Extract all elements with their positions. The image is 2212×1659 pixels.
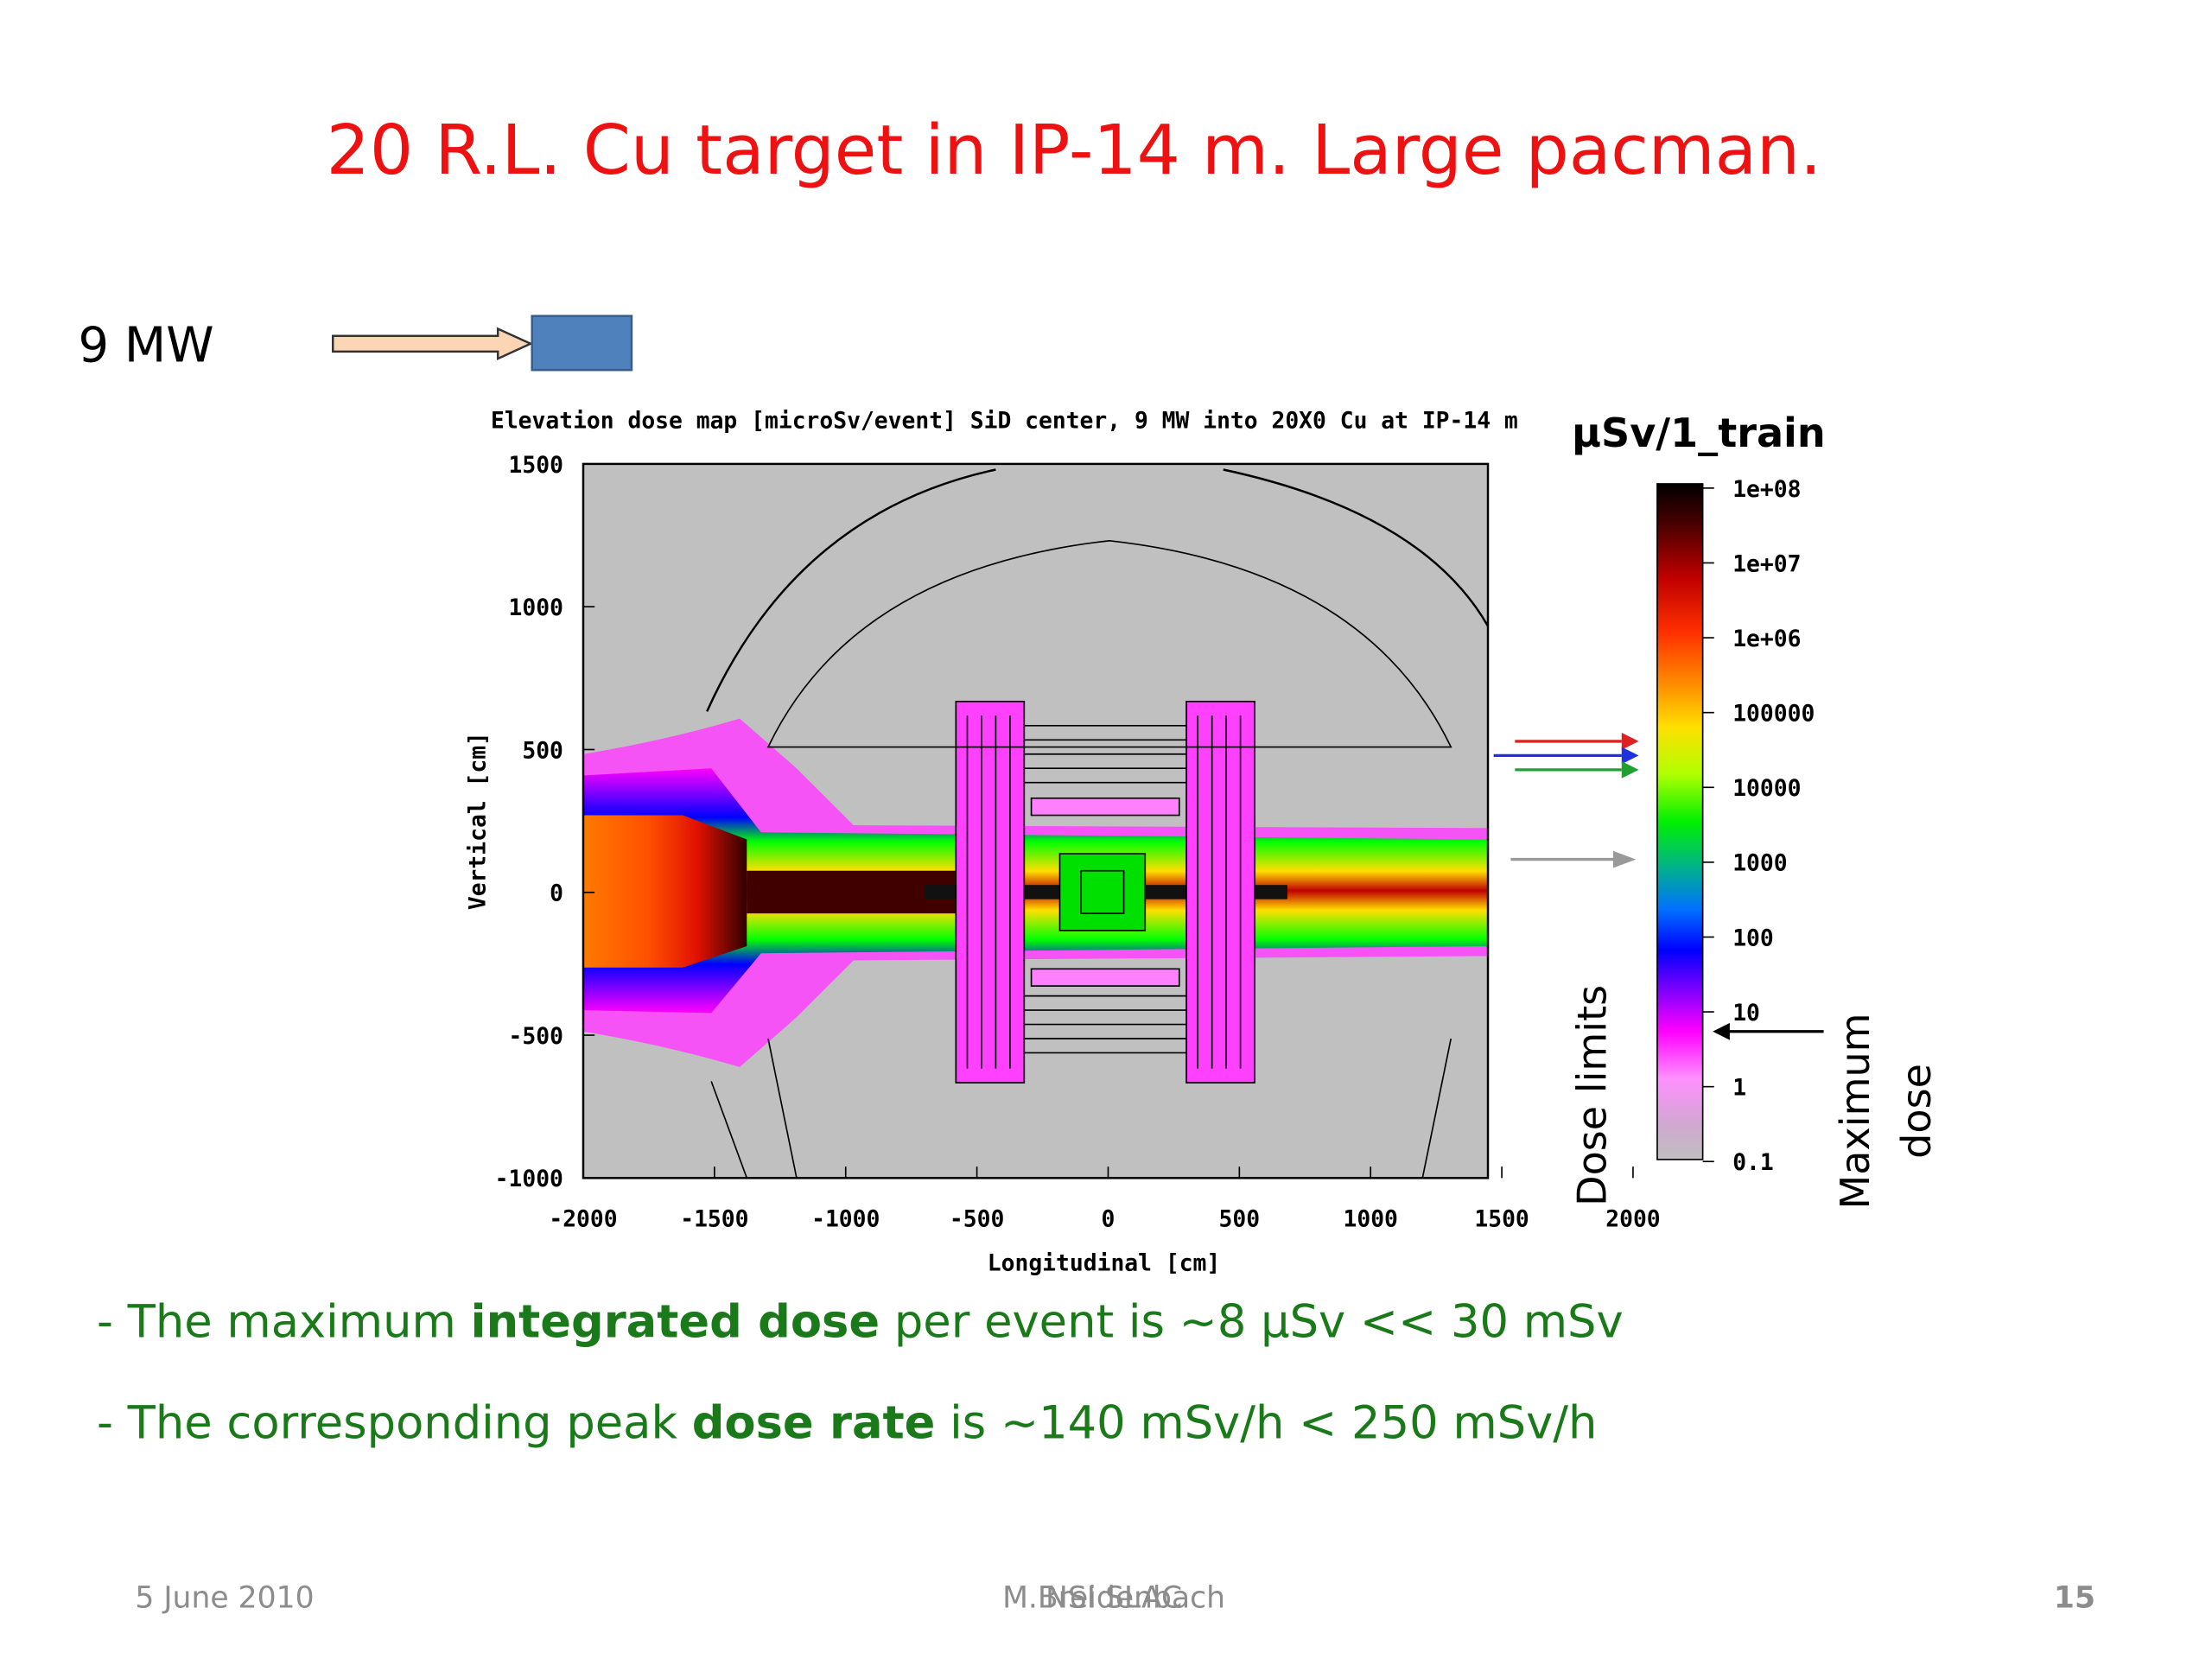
slide-title: 20 R.L. Cu target in IP-14 m. Large pacm… <box>327 111 1822 190</box>
footer-author: M.Breidenbach <box>1002 1581 1225 1616</box>
x-tick-label: -2000 <box>549 1206 617 1232</box>
colorbar-tick-label: 10 <box>1732 1001 1760 1027</box>
footer-organization: NSI SLAC <box>1046 1581 1182 1616</box>
colorbar <box>1656 483 1704 1160</box>
footer-page: 15 <box>2054 1581 2095 1616</box>
target-box <box>531 315 633 372</box>
beam-arrow <box>332 327 534 360</box>
dose-limits-label: Dose limits <box>1569 985 1616 1206</box>
y-tick-label: 1000 <box>509 595 563 621</box>
colorbar-title: µSv/1_train <box>1572 410 1826 456</box>
x-tick-label: -1000 <box>811 1206 880 1232</box>
colorbar-tick-label: 1e+06 <box>1732 626 1801 652</box>
bullet-text: is ~140 mSv/h < 250 mSv/h <box>935 1397 1597 1450</box>
plot-title: Elevation dose map [microSv/event] SiD c… <box>491 409 1518 435</box>
colorbar-tick-label: 0.1 <box>1732 1150 1774 1176</box>
y-tick-label: 0 <box>550 881 563 907</box>
y-tick-label: -500 <box>509 1024 563 1050</box>
y-tick-label: 500 <box>522 738 563 764</box>
y-axis-label: Vertical [cm] <box>465 732 491 910</box>
colorbar-tick-label: 1 <box>1732 1076 1746 1102</box>
x-tick-label: 2000 <box>1605 1206 1660 1232</box>
dose-map <box>582 462 1490 1179</box>
colorbar-tick-label: 1e+07 <box>1732 551 1801 577</box>
maximum-dose-label: Maximum <box>1832 1013 1878 1209</box>
x-axis-label: Longitudinal [cm] <box>988 1250 1220 1276</box>
y-tick-label: -1000 <box>495 1166 563 1192</box>
bullet-emphasis: dose rate <box>692 1397 936 1450</box>
beam-label: 9 MW <box>79 317 214 373</box>
x-tick-label: 500 <box>1219 1206 1261 1232</box>
x-tick-label: -500 <box>950 1206 1004 1232</box>
colorbar-tick-label: 10000 <box>1732 776 1801 802</box>
bullet-text: - The corresponding peak <box>97 1397 692 1450</box>
y-tick-label: 1500 <box>509 453 563 479</box>
ticks: -2000 -1500 -1000 -500 0 500 1000 1500 200015001… <box>495 453 1815 1233</box>
maximum-dose-label: dose <box>1893 1064 1940 1159</box>
bullet: - The maximum integrated dose per event … <box>97 1296 1624 1349</box>
colorbar-tick-label: 100000 <box>1732 702 1815 728</box>
footer-date: 5 June 2010 <box>135 1581 314 1616</box>
x-tick-label: 0 <box>1102 1206 1116 1232</box>
bullet-text: per event is ~8 µSv << 30 mSv <box>880 1296 1623 1349</box>
x-tick-label: 1500 <box>1474 1206 1529 1232</box>
bullet: - The corresponding peak dose rate is ~1… <box>97 1397 1597 1450</box>
x-tick-label: -1500 <box>680 1206 748 1232</box>
x-tick-label: 1000 <box>1344 1206 1398 1232</box>
colorbar-tick-label: 1000 <box>1732 851 1787 877</box>
colorbar-tick-label: 100 <box>1732 925 1774 951</box>
dose-limit-arrows <box>1493 733 1824 1040</box>
colorbar-tick-label: 1e+08 <box>1732 477 1801 503</box>
bullet-emphasis: integrated dose <box>471 1296 880 1349</box>
bullet-text: - The maximum <box>97 1296 471 1349</box>
